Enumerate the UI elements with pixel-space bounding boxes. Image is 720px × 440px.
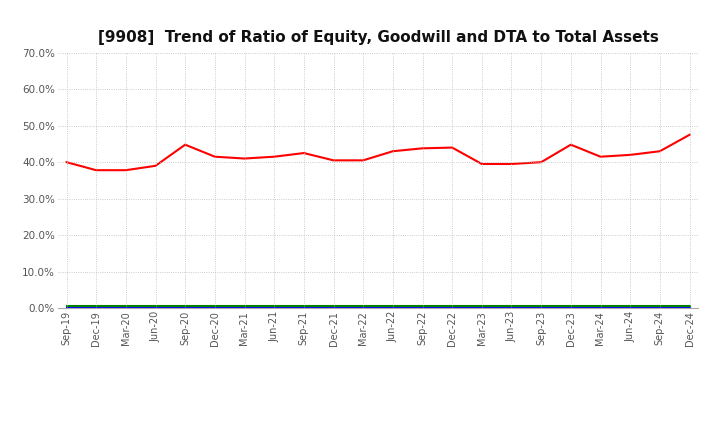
Goodwill [537, 305, 546, 311]
Deferred Tax Assets [626, 304, 634, 309]
Equity [151, 163, 160, 169]
Deferred Tax Assets [181, 304, 189, 309]
Deferred Tax Assets [151, 304, 160, 309]
Deferred Tax Assets [240, 304, 249, 309]
Equity [389, 149, 397, 154]
Deferred Tax Assets [448, 304, 456, 309]
Goodwill [62, 305, 71, 311]
Title: [9908]  Trend of Ratio of Equity, Goodwill and DTA to Total Assets: [9908] Trend of Ratio of Equity, Goodwil… [98, 29, 658, 45]
Goodwill [210, 305, 219, 311]
Goodwill [389, 305, 397, 311]
Equity [596, 154, 605, 159]
Goodwill [685, 305, 694, 311]
Goodwill [448, 305, 456, 311]
Equity [181, 142, 189, 147]
Equity [448, 145, 456, 150]
Goodwill [655, 305, 664, 311]
Deferred Tax Assets [477, 304, 486, 309]
Deferred Tax Assets [389, 304, 397, 309]
Goodwill [418, 305, 427, 311]
Deferred Tax Assets [62, 304, 71, 309]
Deferred Tax Assets [418, 304, 427, 309]
Deferred Tax Assets [329, 304, 338, 309]
Goodwill [567, 305, 575, 311]
Equity [655, 149, 664, 154]
Deferred Tax Assets [270, 304, 279, 309]
Goodwill [270, 305, 279, 311]
Deferred Tax Assets [537, 304, 546, 309]
Goodwill [240, 305, 249, 311]
Equity [418, 146, 427, 151]
Deferred Tax Assets [655, 304, 664, 309]
Equity [507, 161, 516, 167]
Deferred Tax Assets [92, 304, 101, 309]
Goodwill [122, 305, 130, 311]
Deferred Tax Assets [685, 304, 694, 309]
Goodwill [359, 305, 367, 311]
Equity [210, 154, 219, 159]
Deferred Tax Assets [596, 304, 605, 309]
Equity [270, 154, 279, 159]
Equity [537, 160, 546, 165]
Goodwill [507, 305, 516, 311]
Equity [359, 158, 367, 163]
Equity [685, 132, 694, 137]
Equity [240, 156, 249, 161]
Deferred Tax Assets [359, 304, 367, 309]
Deferred Tax Assets [300, 304, 308, 309]
Goodwill [92, 305, 101, 311]
Goodwill [181, 305, 189, 311]
Line: Equity: Equity [66, 135, 690, 170]
Goodwill [626, 305, 634, 311]
Deferred Tax Assets [567, 304, 575, 309]
Equity [329, 158, 338, 163]
Equity [122, 168, 130, 173]
Deferred Tax Assets [210, 304, 219, 309]
Goodwill [151, 305, 160, 311]
Equity [567, 142, 575, 147]
Equity [300, 150, 308, 156]
Goodwill [329, 305, 338, 311]
Equity [626, 152, 634, 158]
Goodwill [596, 305, 605, 311]
Goodwill [477, 305, 486, 311]
Deferred Tax Assets [507, 304, 516, 309]
Equity [62, 160, 71, 165]
Goodwill [300, 305, 308, 311]
Equity [92, 168, 101, 173]
Deferred Tax Assets [122, 304, 130, 309]
Equity [477, 161, 486, 167]
